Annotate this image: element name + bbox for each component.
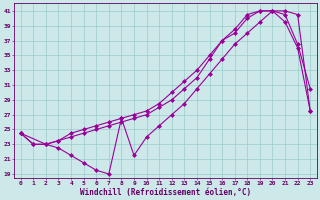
X-axis label: Windchill (Refroidissement éolien,°C): Windchill (Refroidissement éolien,°C) [80, 188, 251, 197]
